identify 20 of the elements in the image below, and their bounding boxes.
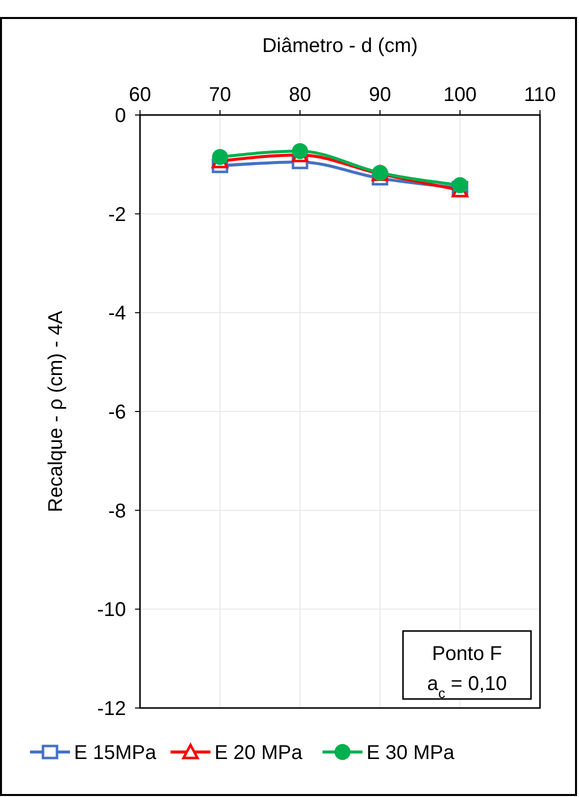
x-axis-title: Diâmetro - d (cm) (262, 35, 418, 57)
y-tick-label: -4 (108, 302, 126, 325)
y-tick-label: -8 (108, 500, 126, 522)
y-tick-label: -10 (97, 599, 126, 622)
x-tick-label: 100 (443, 84, 477, 106)
x-tick-label: 110 (524, 84, 556, 106)
annotation: a$_{c}$ = 0,10 (427, 673, 507, 701)
legend-label: E 15MPa (74, 742, 158, 764)
legend-label: E 30 MPa (366, 742, 456, 764)
y-tick-label: -12 (97, 698, 126, 720)
x-tick-label: 60 (128, 84, 152, 106)
x-tick-label: 70 (208, 84, 232, 106)
y-tick-label: -2 (108, 204, 126, 226)
legend-label: E 20 MPa (214, 742, 304, 764)
annotation: Ponto F (432, 643, 502, 665)
y-tick-label: -6 (108, 402, 126, 424)
x-tick-label: 80 (288, 84, 312, 106)
y-tick-label: 0 (114, 105, 126, 127)
x-tick-label: 90 (368, 84, 392, 106)
y-axis-title: Recalque - ρ (cm) - 4A (45, 310, 67, 512)
